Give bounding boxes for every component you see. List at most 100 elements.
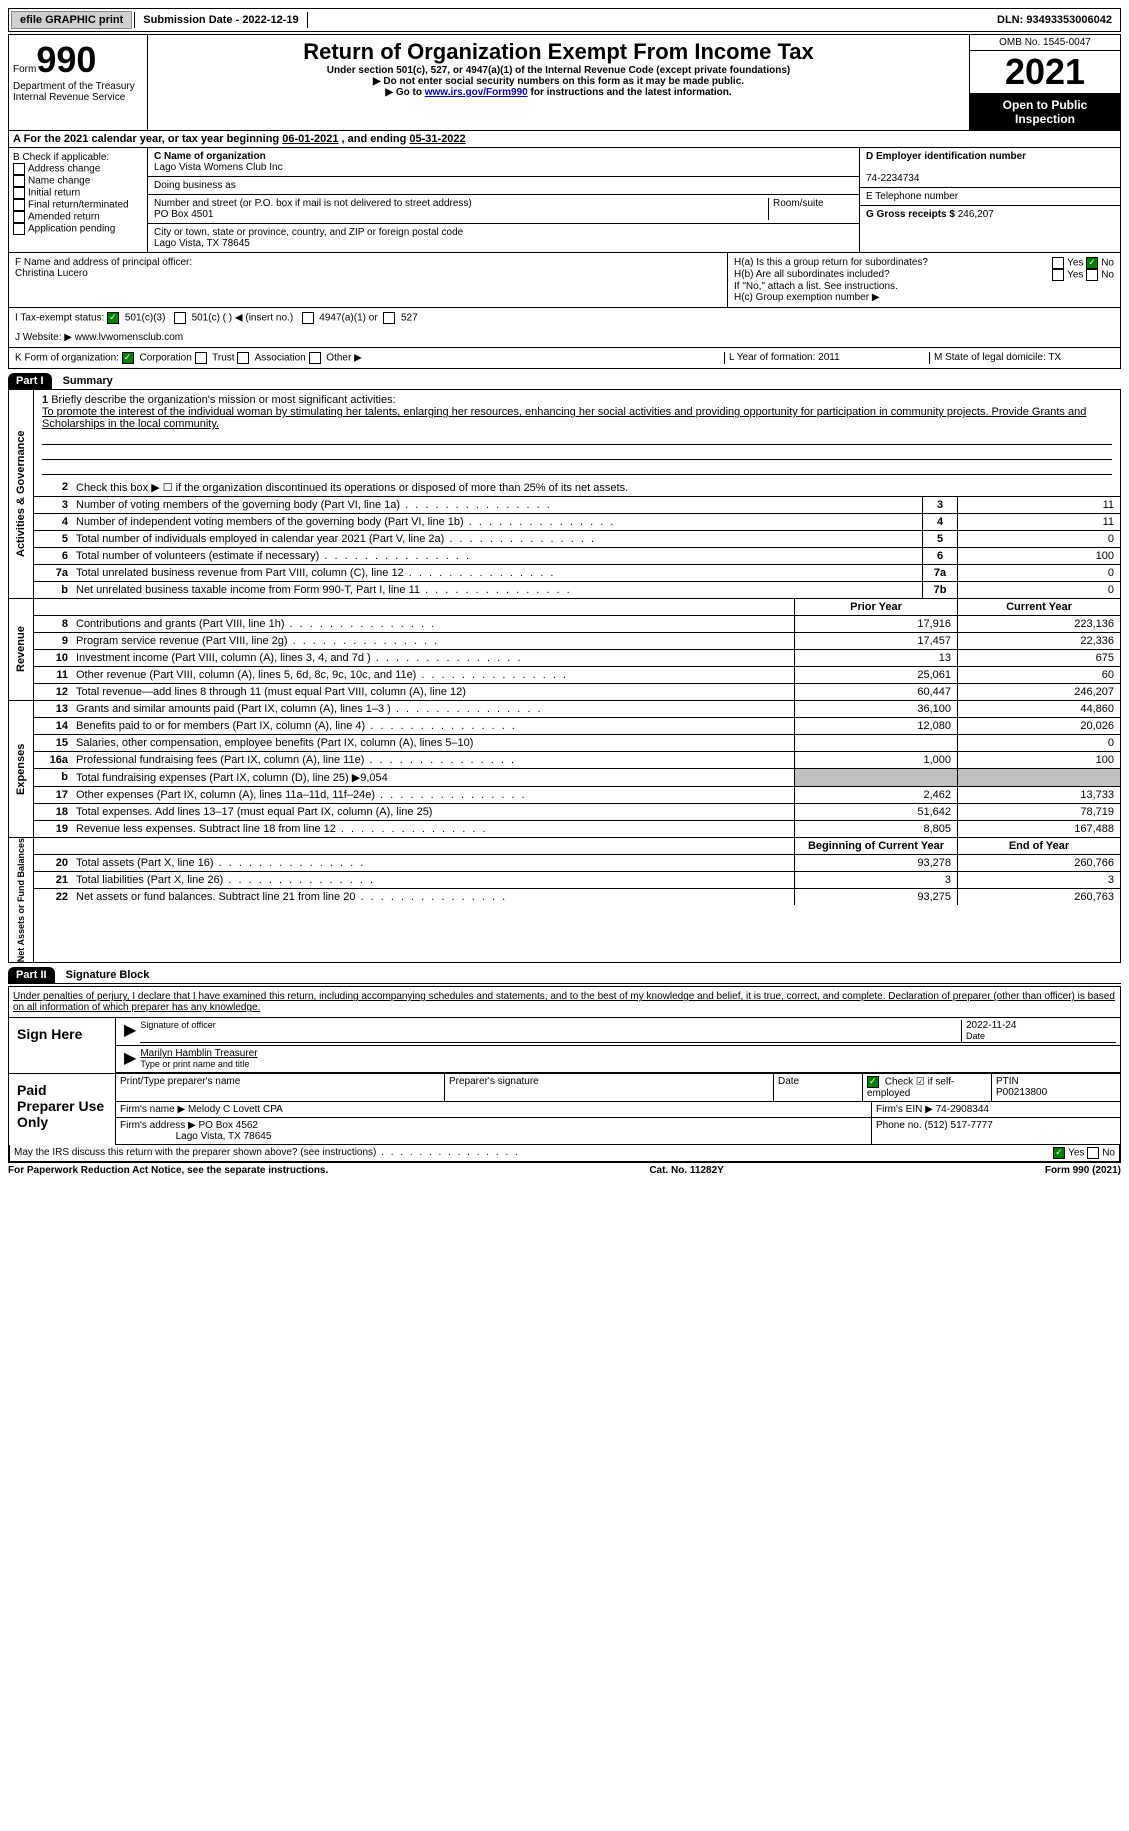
tax-status-label: I Tax-exempt status: — [15, 313, 104, 324]
sig-date: 2022-11-24 — [966, 1020, 1016, 1031]
line19-desc: Revenue less expenses. Subtract line 18 … — [72, 821, 794, 837]
line7b-val: 0 — [957, 582, 1120, 598]
self-emp-checkbox[interactable] — [867, 1076, 879, 1088]
line9-curr: 22,336 — [957, 633, 1120, 649]
form-number: 990 — [36, 39, 96, 80]
line7b-box: 7b — [922, 582, 957, 598]
period-pre: A For the 2021 calendar year, or tax yea… — [13, 133, 282, 145]
trust-checkbox[interactable] — [195, 352, 207, 364]
ha-no-checkbox[interactable] — [1086, 257, 1098, 269]
state-dom-value: TX — [1048, 352, 1061, 363]
firm-ein-label: Firm's EIN ▶ — [876, 1104, 933, 1115]
amended-checkbox[interactable] — [13, 211, 25, 223]
final-checkbox[interactable] — [13, 199, 25, 211]
omb-number: OMB No. 1545-0047 — [970, 35, 1120, 51]
line22-desc: Net assets or fund balances. Subtract li… — [72, 889, 794, 905]
ptin-label: PTIN — [996, 1076, 1019, 1087]
line11-desc: Other revenue (Part VIII, column (A), li… — [72, 667, 794, 683]
state-dom-label: M State of legal domicile: — [934, 352, 1046, 363]
room-label: Room/suite — [773, 198, 824, 209]
part1-header: Part I — [8, 373, 52, 389]
line10-curr: 675 — [957, 650, 1120, 666]
app-pending-checkbox[interactable] — [13, 223, 25, 235]
period-mid: , and ending — [342, 133, 410, 145]
declaration: Under penalties of perjury, I declare th… — [9, 987, 1120, 1018]
discuss-no: No — [1102, 1148, 1115, 1159]
city-label: City or town, state or province, country… — [154, 227, 463, 238]
col-begin: Beginning of Current Year — [794, 838, 957, 854]
4947-label: 4947(a)(1) or — [319, 313, 377, 324]
line15-desc: Salaries, other compensation, employee b… — [72, 735, 794, 751]
assoc-checkbox[interactable] — [237, 352, 249, 364]
efile-print-button[interactable]: efile GRAPHIC print — [11, 11, 132, 29]
line12-prior: 60,447 — [794, 684, 957, 700]
line4-box: 4 — [922, 514, 957, 530]
hb-note: If "No," attach a list. See instructions… — [734, 281, 1114, 292]
section-bcd: B Check if applicable: Address change Na… — [8, 148, 1121, 253]
prep-date-label: Date — [778, 1076, 799, 1087]
firm-addr2: Lago Vista, TX 78645 — [176, 1131, 272, 1142]
hb-yes-checkbox[interactable] — [1052, 269, 1064, 281]
4947-checkbox[interactable] — [302, 312, 314, 324]
line11-curr: 60 — [957, 667, 1120, 683]
name-change-checkbox[interactable] — [13, 175, 25, 187]
open-inspection: Open to Public Inspection — [970, 94, 1120, 130]
discuss-yes: Yes — [1068, 1148, 1084, 1159]
firm-addr1: PO Box 4562 — [199, 1120, 258, 1131]
line6-desc: Total number of volunteers (estimate if … — [72, 548, 922, 564]
gross-label: G Gross receipts $ — [866, 209, 955, 220]
line10-prior: 13 — [794, 650, 957, 666]
prep-sig-label: Preparer's signature — [449, 1076, 539, 1087]
org-name: Lago Vista Womens Club Inc — [154, 162, 283, 173]
top-bar: efile GRAPHIC print Submission Date - 20… — [8, 8, 1121, 32]
line12-desc: Total revenue—add lines 8 through 11 (mu… — [72, 684, 794, 700]
line7a-box: 7a — [922, 565, 957, 581]
527-checkbox[interactable] — [383, 312, 395, 324]
501c3-checkbox[interactable] — [107, 312, 119, 324]
line5-box: 5 — [922, 531, 957, 547]
col-prior: Prior Year — [794, 599, 957, 615]
discuss-yes-checkbox[interactable] — [1053, 1147, 1065, 1159]
gross-value: 246,207 — [958, 209, 994, 220]
ha-yes-checkbox[interactable] — [1052, 257, 1064, 269]
line20-curr: 260,766 — [957, 855, 1120, 871]
addr-change-checkbox[interactable] — [13, 163, 25, 175]
side-label-nafb: Net Assets or Fund Balances — [9, 838, 34, 962]
subtitle-2: ▶ Do not enter social security numbers o… — [152, 76, 965, 87]
city-value: Lago Vista, TX 78645 — [154, 238, 250, 249]
initial-label: Initial return — [28, 188, 80, 199]
discuss-no-checkbox[interactable] — [1087, 1147, 1099, 1159]
arrow-icon: ▶ — [120, 1020, 140, 1043]
hb-no-checkbox[interactable] — [1086, 269, 1098, 281]
ha-label: H(a) Is this a group return for subordin… — [734, 257, 928, 269]
subtitle-3-post: for instructions and the latest informat… — [531, 87, 732, 98]
501c-checkbox[interactable] — [174, 312, 186, 324]
trust-label: Trust — [212, 353, 234, 364]
prep-phone-label: Phone no. — [876, 1120, 922, 1131]
line7a-desc: Total unrelated business revenue from Pa… — [72, 565, 922, 581]
prep-phone: (512) 517-7777 — [924, 1120, 992, 1131]
line12-curr: 246,207 — [957, 684, 1120, 700]
line2-desc: Check this box ▶ ☐ if the organization d… — [72, 479, 1120, 496]
line19-curr: 167,488 — [957, 821, 1120, 837]
mission-text: To promote the interest of the individua… — [42, 406, 1086, 430]
hb-yes: Yes — [1067, 270, 1083, 281]
corp-checkbox[interactable] — [122, 352, 134, 364]
irs-link[interactable]: www.irs.gov/Form990 — [425, 87, 528, 98]
form-footer: Form 990 (2021) — [1045, 1165, 1121, 1176]
line4-desc: Number of independent voting members of … — [72, 514, 922, 530]
form-org-label: K Form of organization: — [15, 353, 119, 364]
form-header: Form990 Department of the Treasury Inter… — [8, 34, 1121, 131]
addr-value: PO Box 4501 — [154, 209, 213, 220]
year-form-label: L Year of formation: — [729, 352, 815, 363]
officer-name: Christina Lucero — [15, 268, 88, 279]
ha-no: No — [1101, 258, 1114, 269]
line22-curr: 260,763 — [957, 889, 1120, 905]
other-checkbox[interactable] — [309, 352, 321, 364]
side-label-ag: Activities & Governance — [9, 390, 34, 598]
line18-desc: Total expenses. Add lines 13–17 (must eq… — [72, 804, 794, 820]
line6-box: 6 — [922, 548, 957, 564]
initial-checkbox[interactable] — [13, 187, 25, 199]
501c-label: 501(c) ( ) ◀ (insert no.) — [192, 313, 294, 324]
line5-val: 0 — [957, 531, 1120, 547]
